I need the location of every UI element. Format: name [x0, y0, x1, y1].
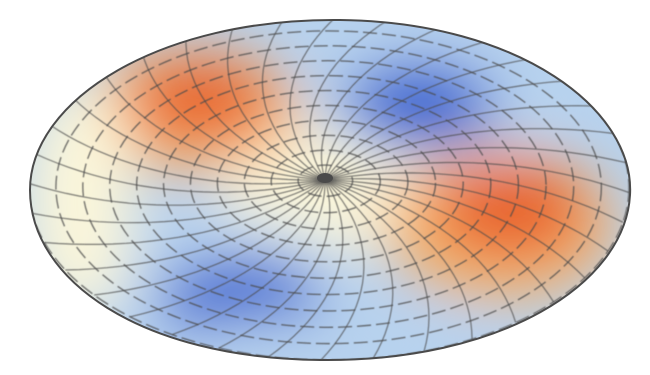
mesh-spoke — [72, 97, 326, 181]
mesh-spoke — [324, 105, 593, 181]
mesh-spoke — [324, 161, 630, 194]
mesh-spoke — [324, 128, 614, 181]
mesh-spoke — [320, 27, 440, 181]
mesh-ring — [189, 104, 464, 263]
rim-pale-left — [30, 80, 135, 320]
surface-mesh — [30, 19, 630, 361]
mesh-ring — [162, 89, 492, 279]
warm-lobe-upper-left-core — [130, 60, 270, 140]
mesh-spoke — [324, 179, 586, 279]
mesh-ring — [297, 164, 354, 198]
mesh-ring — [243, 134, 409, 230]
mesh-spoke — [320, 179, 365, 361]
mesh-spoke — [324, 179, 473, 340]
mesh-spoke — [261, 19, 326, 181]
mesh-spoke — [103, 73, 326, 181]
mesh-spoke — [324, 179, 517, 323]
mesh-spoke — [268, 179, 344, 357]
mesh-spoke — [30, 179, 326, 206]
mesh-spoke — [324, 147, 626, 181]
mesh-spoke — [94, 179, 326, 296]
mesh-spoke — [324, 58, 528, 181]
mesh-spoke — [34, 153, 326, 193]
mesh-spoke — [49, 124, 326, 185]
mesh-ring — [109, 60, 547, 312]
mesh-spoke — [226, 24, 326, 181]
mesh-spoke — [289, 19, 338, 181]
mesh-spoke — [324, 179, 430, 352]
mesh-spoke — [218, 179, 331, 349]
warm-lobe-lower-right-core — [435, 162, 585, 258]
rim-pale-bottom — [170, 315, 490, 361]
mesh-ring — [55, 30, 603, 345]
mesh-ring — [82, 45, 575, 328]
disc-outline — [28, 18, 632, 362]
mesh-spoke — [141, 53, 326, 181]
mesh-ring — [216, 119, 437, 247]
mesh-spoke — [324, 179, 555, 303]
mesh-spoke — [171, 179, 326, 336]
mesh-spoke — [32, 179, 326, 224]
cool-lobe-upper-right-core — [345, 63, 495, 147]
mesh-ring — [270, 149, 381, 214]
mesh-spoke — [185, 36, 326, 181]
mesh-spoke — [324, 172, 624, 223]
mesh-spoke — [324, 179, 394, 359]
mesh-spoke — [44, 179, 326, 245]
mesh-spoke — [65, 179, 326, 271]
mesh-spoke — [324, 40, 486, 181]
center-vertex — [317, 173, 333, 183]
mesh-spoke — [324, 178, 609, 252]
mesh-spoke — [324, 80, 564, 181]
mesh-ring — [30, 19, 630, 361]
mesh-spoke — [130, 179, 326, 318]
mesh-spoke — [309, 19, 390, 181]
